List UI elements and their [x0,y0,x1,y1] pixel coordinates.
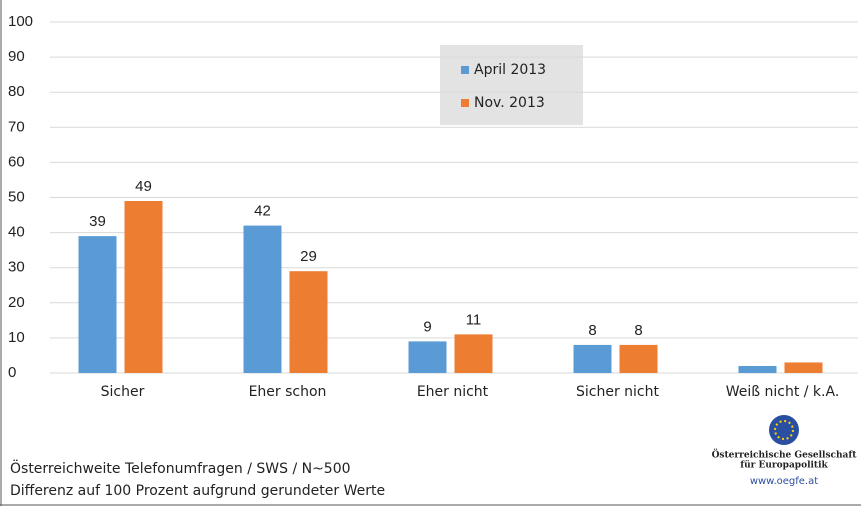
bar [289,271,328,373]
y-tick-label: 50 [8,188,25,205]
value-label: 8 [588,322,596,339]
legend-label: April 2013 [474,62,546,78]
y-tick-label: 40 [8,224,25,241]
note: Österreichweite Telefonumfragen / SWS / … [10,459,351,477]
x-tick-label: Sicher nicht [576,384,659,400]
logo-text: Österreichische Gesellschaft [712,448,858,461]
note: Differenz auf 100 Prozent aufgrund gerun… [10,483,385,499]
x-tick-label: Eher nicht [417,384,489,400]
bar [243,225,282,373]
y-tick-label: 90 [8,48,25,65]
x-tick-label: Eher schon [249,384,327,400]
value-label: 42 [254,203,271,220]
value-label: 8 [634,322,642,339]
value-label: 11 [466,311,482,328]
legend-label: Nov. 2013 [474,95,545,111]
bar [619,344,658,373]
y-tick-label: 0 [8,364,16,381]
y-tick-label: 20 [8,294,25,311]
y-tick-label: 80 [8,83,25,100]
legend-box [440,45,583,125]
x-tick-label: Sicher [101,384,145,400]
legend-swatch [461,99,469,107]
bar [738,365,777,373]
value-label: 39 [89,213,106,230]
value-label: 9 [423,318,431,335]
logo-emblem [769,415,799,445]
y-tick-label: 70 [8,118,25,135]
y-tick-label: 100 [8,13,33,30]
logo-url: www.oegfe.at [750,476,818,487]
y-tick-label: 30 [8,259,25,276]
value-label: 29 [300,248,317,265]
logo-stars [774,420,794,440]
bar [454,334,493,373]
bar [784,362,823,373]
logo: Österreichische Gesellschaft für Europap… [712,415,858,487]
y-tick-label: 60 [8,153,25,170]
bar [408,341,447,373]
value-label: 49 [135,178,152,195]
bar [124,201,163,373]
legend-swatch [461,66,469,74]
bar [573,344,612,373]
bar [78,236,117,373]
logo-text: für Europapolitik [740,460,828,471]
y-tick-label: 10 [8,329,25,346]
x-tick-label: Weiß nicht / k.A. [726,384,840,400]
